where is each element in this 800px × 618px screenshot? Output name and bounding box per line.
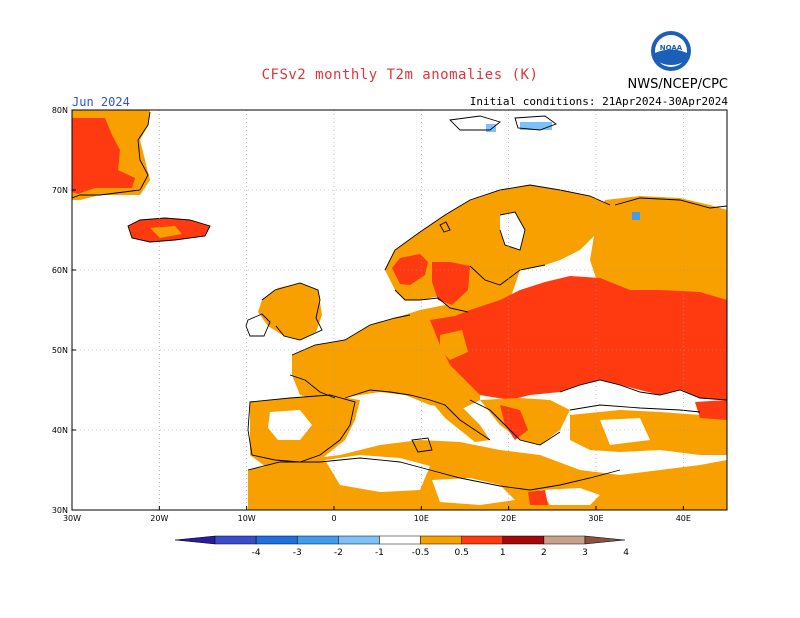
lon-tick-label: 20W	[150, 514, 168, 523]
graticule	[72, 110, 727, 510]
colorbar-label: -1	[375, 548, 384, 558]
western-europe-warm-area	[292, 305, 480, 410]
colorbar-box	[338, 535, 380, 545]
sahara-white-area-1	[325, 455, 430, 492]
colorbar-extend-low	[174, 535, 216, 545]
colorbar-label: 2	[541, 548, 547, 558]
finland-white-gap	[500, 212, 525, 250]
sahara-white-area-3	[540, 488, 600, 505]
lon-tick-label: 10E	[414, 514, 429, 523]
eastern-europe-strong-warm-area	[430, 276, 727, 400]
svalbard-cool-patch-2	[520, 122, 552, 130]
plot-frame	[71, 109, 728, 511]
colorbar-box	[255, 535, 298, 545]
chart-title: CFSv2 monthly T2m anomalies (K)	[261, 67, 539, 83]
noaa-logo: NOAA	[651, 31, 691, 71]
iberia-white-interior	[268, 410, 312, 440]
lon-tick-label: 20E	[501, 514, 516, 523]
sweden-strong-warm-area	[432, 262, 470, 305]
lat-tick-label: 70N	[52, 186, 68, 195]
organization-label: NWS/NCEP/CPC	[627, 77, 728, 92]
colorbar-label: 0.5	[455, 548, 469, 558]
balkans-warm-area	[480, 398, 570, 445]
colorbar-label: -3	[293, 548, 302, 558]
lon-tick-label: 40E	[676, 514, 691, 523]
colorbar-box	[214, 535, 257, 545]
british-isles-warm-area	[258, 283, 322, 340]
colorbar-label: -2	[334, 548, 343, 558]
lat-tick-label: 80N	[52, 106, 68, 115]
lon-tick-label: 30W	[63, 514, 81, 523]
logo-text: NOAA	[660, 44, 683, 52]
colorbar-box	[296, 535, 339, 545]
iceland-moderate-area	[150, 226, 182, 238]
anomaly-shading	[72, 110, 727, 510]
caucasus-strong-warm-area	[695, 400, 727, 420]
colorbar-box	[379, 535, 421, 545]
lon-tick-label: 10W	[238, 514, 256, 523]
colorbar-label: 3	[582, 548, 588, 558]
coastlines	[72, 111, 727, 491]
colorbar-label: -0.5	[412, 548, 430, 558]
colorbar-box	[502, 535, 545, 545]
germany-warm-patch	[440, 330, 468, 360]
turkey-white-interior	[600, 418, 650, 445]
lat-tick-label: 30N	[52, 506, 68, 515]
levant-strong-warm-patch	[528, 490, 548, 505]
balkans-strong-warm-patch	[500, 405, 528, 440]
novaya-cool-patch	[632, 212, 640, 220]
colorbar-box	[543, 535, 586, 545]
valid-month-label: Jun 2024	[72, 95, 130, 109]
lat-tick-label: 50N	[52, 346, 68, 355]
lon-tick-label: 30E	[588, 514, 603, 523]
colorbar-label: 1	[500, 548, 506, 558]
colorbar-extend-high	[584, 535, 626, 545]
colorbar-label: 4	[623, 548, 629, 558]
colorbar: -4 -3 -2 -1 -0.5 0.5 1 2 3 4	[174, 535, 629, 558]
colorbar-box	[461, 535, 504, 545]
longitude-labels: 30W 20W 10W 0 10E 20E 30E 40E	[63, 506, 691, 523]
lon-tick-label: 0	[331, 514, 336, 523]
initial-conditions-label: Initial conditions: 21Apr2024-30Apr2024	[469, 95, 728, 108]
norway-strong-warm-area	[392, 254, 428, 285]
lat-tick-label: 40N	[52, 426, 68, 435]
colorbar-box	[420, 535, 462, 545]
svalbard-cool-patch	[486, 124, 496, 132]
greenland-strong-warm-area	[72, 118, 135, 194]
colorbar-label: -4	[252, 548, 261, 558]
lat-tick-label: 60N	[52, 266, 68, 275]
latitude-labels: 80N 70N 60N 50N 40N 30N	[52, 106, 76, 515]
